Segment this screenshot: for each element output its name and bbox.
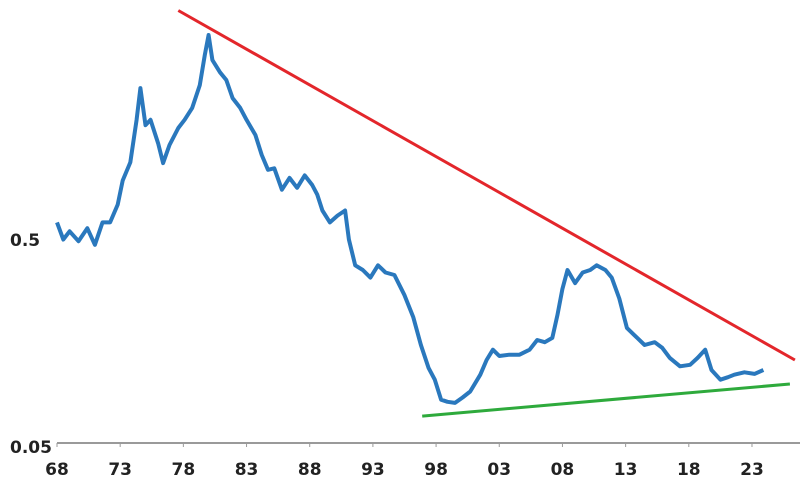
price-line bbox=[55, 33, 765, 405]
x-tick-label: 08 bbox=[551, 460, 575, 480]
trend-line bbox=[177, 9, 796, 362]
trend-line bbox=[422, 382, 791, 418]
x-tick-label: 88 bbox=[298, 460, 322, 480]
x-tick-label: 18 bbox=[677, 460, 701, 480]
x-tick-label: 23 bbox=[740, 460, 764, 480]
x-tick-label: 93 bbox=[361, 460, 385, 480]
x-tick-label: 73 bbox=[108, 460, 132, 480]
x-tick-label: 83 bbox=[235, 460, 259, 480]
x-tick-label: 13 bbox=[614, 460, 638, 480]
y-tick-label: 0.05 bbox=[10, 438, 52, 458]
y-tick-label: 0.5 bbox=[10, 231, 40, 251]
x-tick-label: 78 bbox=[172, 460, 196, 480]
x-tick-label: 98 bbox=[424, 460, 448, 480]
x-tick-label: 68 bbox=[45, 460, 69, 480]
x-tick-label: 03 bbox=[487, 460, 511, 480]
